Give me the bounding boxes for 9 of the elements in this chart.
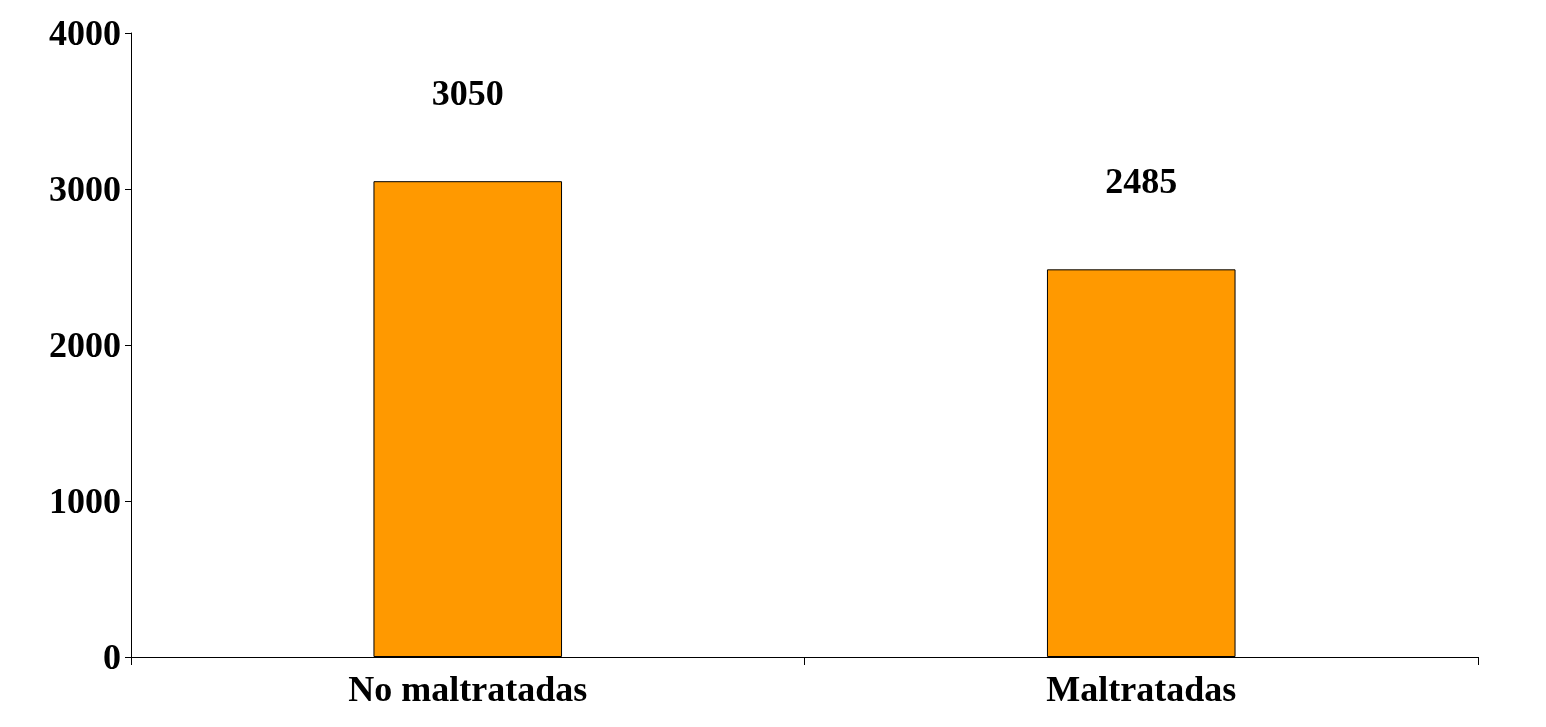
x-tick-label: Maltratadas (1046, 669, 1237, 709)
x-tick-label: No maltratadas (348, 669, 588, 709)
y-tick-label: 0 (103, 637, 121, 677)
data-label: 3050 (431, 73, 504, 114)
data-label: 2485 (1105, 161, 1178, 202)
y-tick-label: 3000 (49, 169, 121, 209)
y-tick-label: 2000 (49, 325, 121, 365)
y-tick-label: 1000 (49, 481, 121, 521)
y-tick-label: 4000 (49, 13, 121, 53)
